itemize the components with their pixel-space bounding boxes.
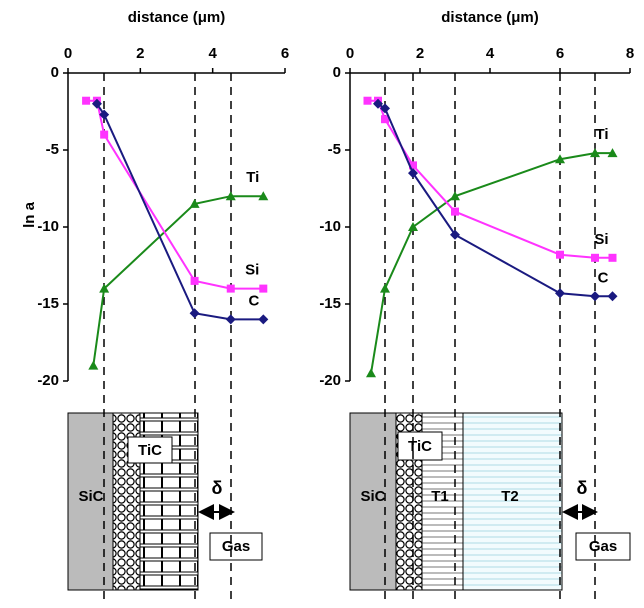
series-line — [86, 99, 264, 290]
series-line — [92, 195, 264, 366]
marker — [226, 284, 235, 293]
y-tick-label: -15 — [37, 295, 59, 312]
series-label: Si — [594, 231, 608, 248]
marker — [189, 198, 200, 208]
y-tick-label: -20 — [319, 372, 341, 389]
y-tick-label: -5 — [328, 141, 341, 158]
marker — [590, 148, 600, 158]
tic-label: TiC — [408, 438, 432, 455]
marker — [366, 368, 376, 378]
y-tick-label: -20 — [37, 372, 59, 389]
series-line — [370, 152, 613, 374]
t2-label: T2 — [501, 488, 519, 505]
marker — [408, 222, 418, 231]
series-label: Ti — [595, 126, 608, 143]
y-tick-label: -10 — [37, 218, 59, 235]
delta-label: δ — [212, 478, 223, 498]
marker — [608, 253, 617, 262]
axis-title: distance (μm) — [441, 9, 539, 26]
y-tick-label: -10 — [319, 218, 341, 235]
marker — [363, 96, 372, 105]
marker — [225, 314, 236, 325]
series-label: Si — [245, 262, 259, 279]
t1-label: T1 — [431, 488, 449, 505]
marker — [591, 253, 599, 262]
marker — [82, 96, 91, 105]
x-tick-label: 0 — [346, 45, 354, 62]
marker — [259, 284, 268, 293]
marker — [607, 291, 618, 302]
gas-label: Gas — [589, 538, 617, 555]
marker — [451, 207, 459, 216]
marker — [258, 314, 269, 325]
marker — [91, 98, 102, 109]
x-tick-label: 2 — [136, 45, 144, 62]
marker — [556, 250, 564, 259]
gas-box — [575, 532, 631, 561]
marker — [88, 360, 99, 370]
x-tick-label: 2 — [416, 45, 424, 62]
tic-label: TiC — [138, 442, 162, 459]
marker — [409, 161, 417, 170]
series-line — [367, 99, 613, 259]
sic-block — [67, 412, 114, 591]
marker — [99, 283, 110, 293]
x-tick-label: 4 — [486, 45, 495, 62]
y-axis-label: ln a — [21, 201, 38, 227]
marker — [190, 276, 199, 285]
axis-title: distance (μm) — [128, 9, 226, 26]
series-label: Ti — [246, 169, 259, 186]
marker — [100, 130, 109, 139]
tic-box — [397, 431, 443, 461]
x-tick-label: 0 — [64, 45, 72, 62]
marker — [99, 109, 110, 120]
series-label: C — [598, 269, 609, 286]
y-tick-label: -15 — [319, 295, 341, 312]
marker — [380, 283, 390, 293]
x-tick-label: 8 — [626, 45, 634, 62]
x-tick-label: 6 — [281, 45, 289, 62]
sic-label: SiC — [78, 488, 103, 505]
marker — [555, 288, 565, 299]
marker — [373, 98, 383, 109]
x-tick-label: 6 — [556, 45, 564, 62]
diagram-right: TiC SiC T1 T2 δ Gas — [349, 73, 631, 605]
y-tick-label: -5 — [46, 141, 59, 158]
marker — [450, 191, 460, 201]
gas-box — [209, 532, 263, 561]
marker — [408, 168, 418, 179]
marker — [225, 191, 236, 201]
marker — [607, 148, 618, 158]
marker — [555, 154, 565, 164]
gas-label: Gas — [222, 538, 250, 555]
y-tick-label: 0 — [51, 64, 59, 81]
sic-label: SiC — [360, 488, 385, 505]
marker — [380, 103, 390, 114]
marker — [450, 229, 460, 240]
y-tick-label: 0 — [333, 64, 341, 81]
x-tick-label: 4 — [208, 45, 217, 62]
t2-layer — [462, 412, 563, 591]
delta-label: δ — [577, 478, 588, 498]
tic-box — [127, 436, 173, 464]
marker — [381, 115, 389, 124]
diagram-left: TiC SiC δ Gas — [67, 73, 263, 605]
marker — [258, 191, 269, 201]
marker — [590, 291, 600, 302]
marker — [189, 308, 200, 319]
series-label: C — [248, 292, 259, 309]
series-line — [96, 103, 264, 321]
